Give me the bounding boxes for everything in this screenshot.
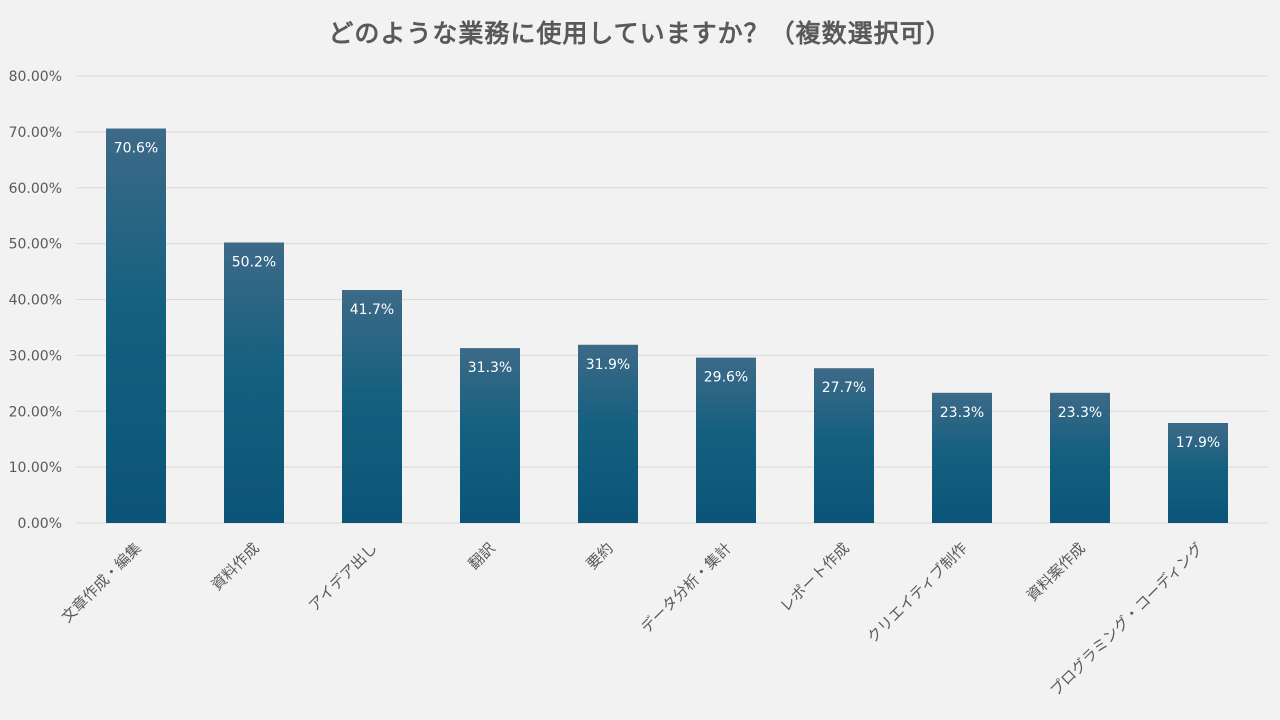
category-label: 文章作成・編集 (58, 539, 145, 626)
bar (1050, 392, 1110, 523)
category-label: 資料作成 (208, 539, 263, 594)
bar (578, 344, 638, 523)
bar (106, 128, 166, 523)
category-label: アイデア出し (305, 539, 381, 615)
y-tick-label: 20.00% (9, 404, 62, 420)
y-tick-label: 70.00% (9, 125, 62, 141)
data-label: 31.3% (468, 360, 512, 376)
data-label: 27.7% (822, 380, 866, 396)
y-axis-ticks: 0.00% 10.00% 20.00% 30.00% 40.00% 50.00% 60.00… (9, 69, 62, 532)
y-tick-label: 0.00% (18, 516, 62, 532)
bar (224, 242, 284, 523)
data-label: 41.7% (350, 302, 394, 318)
bar (1168, 422, 1228, 523)
category-label: 資料案作成 (1023, 539, 1089, 605)
data-label: 17.9% (1176, 435, 1220, 451)
y-tick-label: 30.00% (9, 348, 62, 364)
x-axis-categories: 文章作成・編集 資料作成 アイデア出し 翻訳 要約 データ分析・集計 レポート作成 クリエイテ… (58, 539, 1207, 699)
chart-title: どのような業務に使用していますか？（複数選択可） (328, 19, 952, 48)
y-tick-label: 40.00% (9, 293, 62, 309)
data-label: 50.2% (232, 255, 276, 271)
data-label: 23.3% (1058, 405, 1102, 421)
data-labels: 70.6% 50.2% 41.7% 31.3% 31.9% 29.6% 27.7% 23.3%… (114, 141, 1220, 451)
bar (460, 348, 520, 523)
data-label: 29.6% (704, 370, 748, 386)
bar (342, 290, 402, 523)
data-label: 23.3% (940, 405, 984, 421)
category-label: 要約 (583, 539, 617, 573)
category-label: データ分析・集計 (637, 539, 735, 637)
y-tick-label: 60.00% (9, 181, 62, 197)
bar (696, 357, 756, 523)
category-label: クリエイティブ制作 (863, 539, 970, 646)
category-label: 翻訳 (465, 539, 499, 573)
bar (932, 392, 992, 523)
data-label: 31.9% (586, 357, 630, 373)
y-tick-label: 80.00% (9, 69, 62, 85)
y-tick-label: 50.00% (9, 237, 62, 253)
y-tick-label: 10.00% (9, 460, 62, 476)
bar (814, 368, 874, 523)
data-label: 70.6% (114, 141, 158, 157)
bars (106, 128, 1228, 523)
category-label: レポート作成 (776, 539, 852, 615)
